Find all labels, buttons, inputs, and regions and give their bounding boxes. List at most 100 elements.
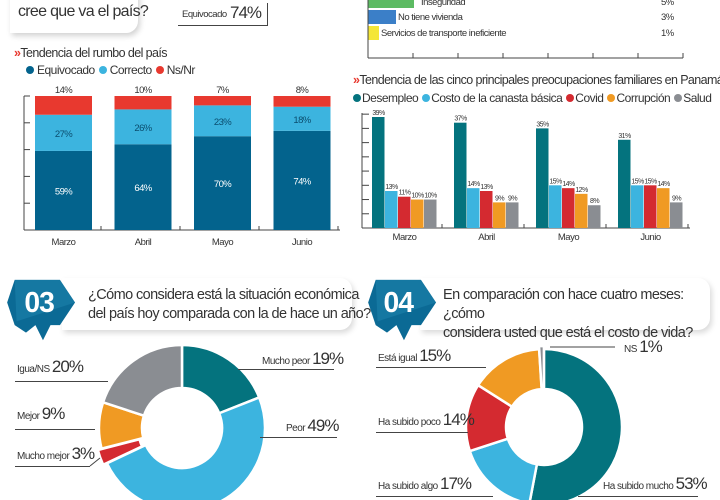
data-label: 15% xyxy=(631,178,644,185)
legend-label: Corrupción xyxy=(616,91,671,105)
data-label: 10% xyxy=(424,193,437,200)
data-label: 12% xyxy=(575,187,588,194)
slice-label: Igua/NS xyxy=(17,364,50,375)
data-label: 13% xyxy=(385,184,398,191)
bar-costo xyxy=(631,185,644,228)
question-line: del país hoy comparada con la de hace un… xyxy=(88,306,371,322)
chart2-legend: Desempleo Costo de la canasta básica Cov… xyxy=(353,91,712,105)
legend-dot-covid xyxy=(566,94,575,102)
bar-desempleo xyxy=(454,122,467,228)
bar-segment-correcto xyxy=(273,106,331,131)
bar-segment-correcto xyxy=(194,105,251,137)
bar-segment-nsnr xyxy=(114,96,172,110)
slice-value: 3% xyxy=(71,444,96,463)
data-label: 13% xyxy=(480,184,493,191)
data-label: 64% xyxy=(134,183,152,194)
bar-salud xyxy=(424,199,437,228)
bar-segment-nsnr xyxy=(273,96,331,107)
bar-corrupción xyxy=(575,193,588,228)
slice-label: Está igual xyxy=(378,353,417,364)
slice-label: Ha subido poco xyxy=(378,417,441,428)
slice-value: 15% xyxy=(419,346,451,365)
donut3-label-mejor: Mejor 9% xyxy=(17,404,66,424)
leader-line xyxy=(238,369,334,370)
slice-value: 9% xyxy=(41,404,66,423)
slice-value: 1% xyxy=(639,337,663,356)
bar-segment-equivocado xyxy=(35,150,92,230)
donut4-label-subido-mucho: Ha subido mucho 53% xyxy=(603,474,708,494)
x-tick-label: Mayo xyxy=(558,232,579,243)
data-label: 39% xyxy=(372,110,385,117)
chart1-stacked-bar: 59% 27% 14% Marzo 64% 26% 10% Abril 70% 23% 7% Mayo… xyxy=(23,85,340,248)
bar-costo xyxy=(549,185,562,228)
concerns-bar-fragment: Inseguridad 5% No tiene vivienda 3% Serv… xyxy=(365,0,695,62)
slice-value: 53% xyxy=(675,474,708,493)
concern-value: 5% xyxy=(661,0,674,8)
data-label: 18% xyxy=(293,115,311,126)
bar-desempleo xyxy=(372,117,385,228)
legend-dot-correcto xyxy=(98,66,107,74)
legend-dot-salud xyxy=(674,94,683,102)
bar-segment-equivocado xyxy=(114,144,172,230)
legend-label: Correcto xyxy=(109,63,153,77)
bar-salud xyxy=(588,205,601,228)
data-label: 14% xyxy=(657,181,670,188)
bar-covid xyxy=(562,188,575,228)
bar-salud xyxy=(670,202,683,228)
slice-label: Mucho peor xyxy=(262,356,310,367)
legend-dot-corrupcion xyxy=(607,94,616,102)
concerns-axis xyxy=(367,0,684,59)
slice-value: 19% xyxy=(312,349,344,368)
legend-label: Salud xyxy=(683,91,712,105)
question-card-q2 xyxy=(10,0,138,33)
bar-desempleo xyxy=(618,139,631,228)
x-tick-label: Abril xyxy=(135,237,152,248)
slice-value: 14% xyxy=(442,410,475,429)
leader-line xyxy=(376,496,493,497)
donut4-label-subido-algo: Ha subido algo 17% xyxy=(378,474,472,494)
question-text-q4: En comparación con hace cuatro meses: ¿c… xyxy=(443,286,720,343)
data-label: 10% xyxy=(411,193,424,200)
verdict-box xyxy=(178,3,268,26)
legend-dot-desempleo xyxy=(353,94,361,102)
bar-salud xyxy=(506,202,519,228)
data-label: 23% xyxy=(214,117,232,128)
slice-value: 17% xyxy=(440,474,472,493)
x-tick-label: Marzo xyxy=(52,237,76,248)
slice-label: Mucho mejor xyxy=(17,451,70,462)
donut-slice-ns xyxy=(537,344,546,388)
x-tick-label: Junio xyxy=(292,237,312,248)
data-label: 9% xyxy=(672,195,681,202)
bar-costo xyxy=(467,188,480,228)
chart2-title: »Tendencia de las cinco principales preo… xyxy=(353,73,720,87)
concern-bar xyxy=(368,0,414,8)
bar-corrupción xyxy=(411,199,424,228)
bar-segment-equivocado xyxy=(273,130,331,230)
data-label: 26% xyxy=(134,123,152,134)
verdict-label: Equivocado xyxy=(182,9,227,20)
concern-value: 1% xyxy=(661,28,674,39)
data-label: 15% xyxy=(549,178,562,185)
chart1-title-text: Tendencia del rumbo del país xyxy=(20,46,167,60)
slice-label: Mejor xyxy=(17,411,40,422)
slice-value: 49% xyxy=(307,416,339,435)
chart1-legend: Equivocado Correcto Ns/Nr xyxy=(26,63,195,77)
data-label: 11% xyxy=(399,190,411,197)
chart2-title-text: Tendencia de las cinco principales preoc… xyxy=(359,73,720,87)
donut3-label-mucho-peor: Mucho peor 19% xyxy=(262,349,344,369)
bar-segment-correcto xyxy=(114,109,172,145)
question-line: En comparación con hace cuatro meses: ¿c… xyxy=(443,287,684,322)
leader-line xyxy=(15,381,108,382)
slice-label: NS xyxy=(624,344,637,355)
leader-line xyxy=(15,429,95,430)
donut-slice-hasubidomucho xyxy=(528,347,624,500)
data-label: 8% xyxy=(296,85,310,96)
legend-dot-canasta xyxy=(422,94,431,102)
data-label: 35% xyxy=(536,121,549,128)
legend-label: Equivocado xyxy=(37,63,95,77)
leader-line xyxy=(260,437,337,438)
legend-label: Desempleo xyxy=(362,91,419,105)
bar-corrupción xyxy=(657,188,670,228)
badge-q4: 04 xyxy=(368,279,437,341)
